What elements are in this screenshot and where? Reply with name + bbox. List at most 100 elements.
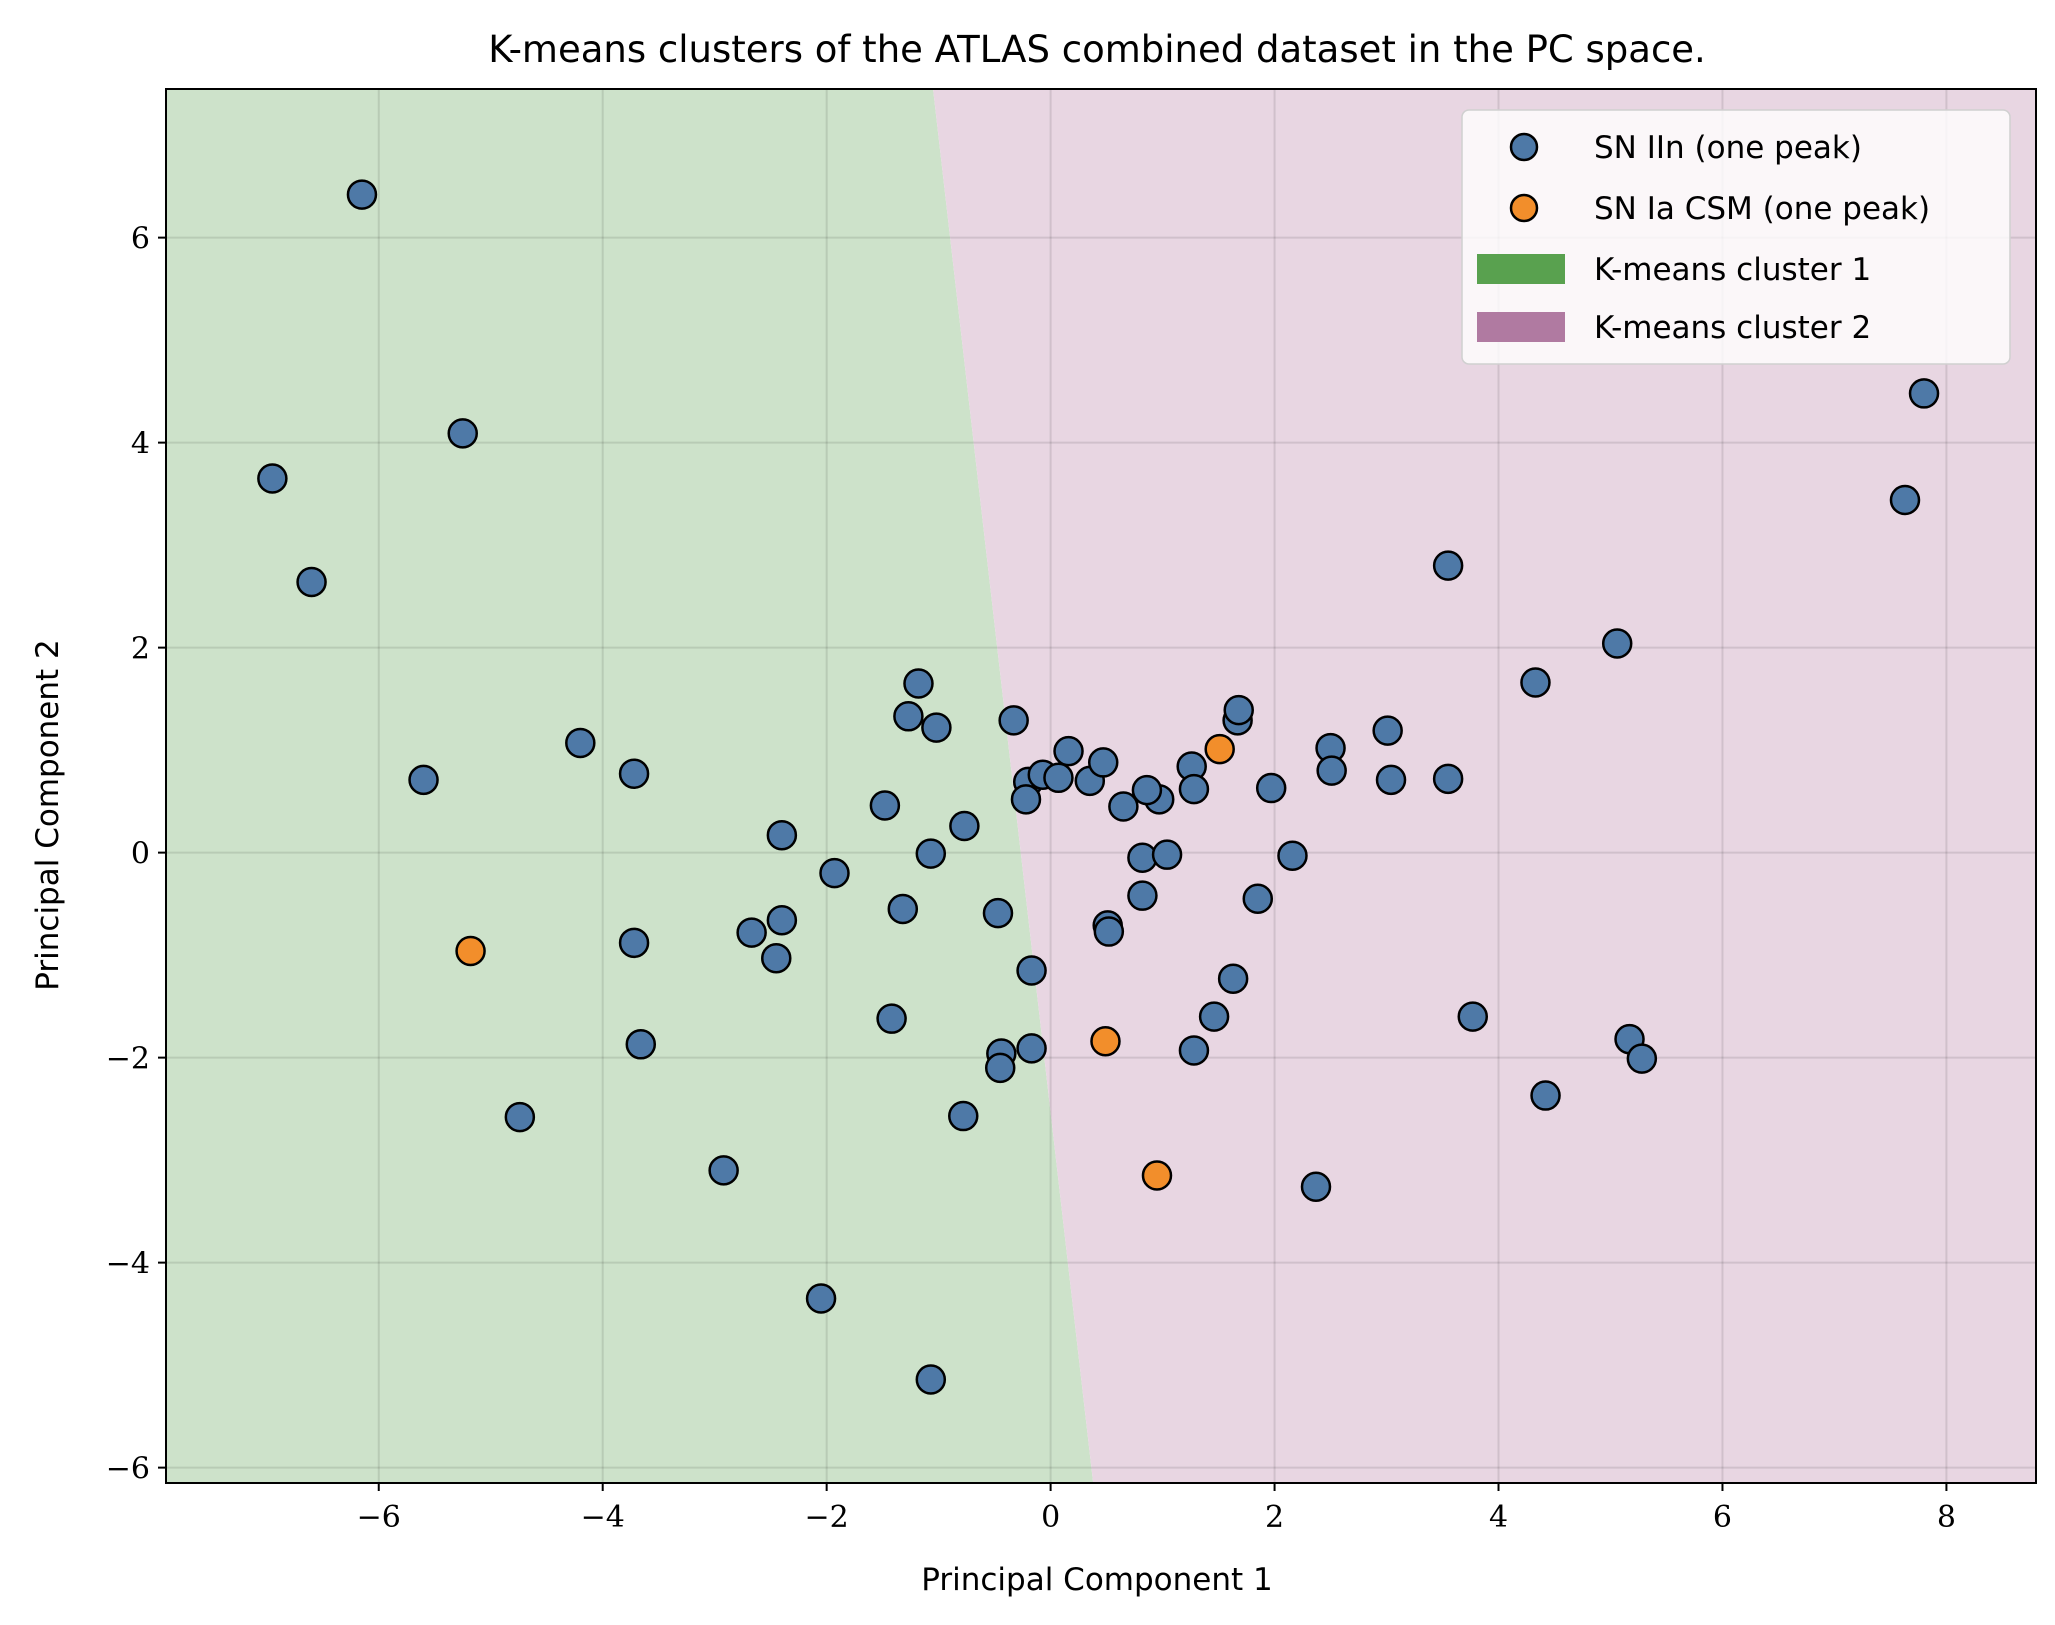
x-tick-label: 0 <box>1041 1500 1060 1535</box>
point-sn-iin <box>1108 791 1139 822</box>
y-tick-label: 2 <box>131 632 150 667</box>
region-cluster-2 <box>933 89 2037 1483</box>
point-sn-iin <box>625 1029 657 1060</box>
y-tick-label: −4 <box>106 1247 150 1282</box>
y-tick-label: 0 <box>131 837 150 872</box>
x-tick-label: 2 <box>1265 1500 1284 1535</box>
point-sn-iin <box>1530 1080 1561 1111</box>
grid <box>166 89 2036 1483</box>
point-sn-iin <box>1093 916 1125 947</box>
point-sn-iin <box>504 1101 536 1133</box>
point-sn-iin <box>346 179 378 210</box>
point-sn-iin <box>736 917 767 948</box>
point-sn-iin <box>805 1283 837 1314</box>
point-sn-iin <box>1626 1043 1658 1074</box>
point-sn-iin <box>257 463 288 494</box>
point-sn-iin <box>1151 839 1183 870</box>
point-sn-iin <box>1277 840 1308 871</box>
legend-label-sn-iin: SN IIn (one peak) <box>1594 130 1862 166</box>
point-sn-iin <box>948 1100 979 1132</box>
point-sn-iin <box>1217 963 1249 994</box>
y-tick-label: 6 <box>131 222 150 257</box>
point-sn-iin <box>708 1155 739 1186</box>
point-sn-iin <box>1010 784 1042 815</box>
point-sn-iin <box>915 1364 947 1395</box>
legend-patch-cluster-1 <box>1477 254 1565 284</box>
point-sn-iin <box>915 838 947 869</box>
x-tick-label: 4 <box>1489 1500 1508 1535</box>
x-tick-label: 8 <box>1937 1500 1956 1535</box>
plot-area <box>165 88 2037 1484</box>
data-points <box>257 179 1940 1395</box>
point-sn-iin <box>819 857 850 889</box>
point-sn-iin <box>1255 772 1287 804</box>
point-sn-iin <box>1316 755 1347 786</box>
legend-marker-sn-iin <box>1509 132 1539 162</box>
point-sn-iin <box>1520 667 1551 698</box>
point-sn-iin <box>1131 774 1163 806</box>
point-sn-iin <box>949 810 980 842</box>
legend-patch-cluster-2 <box>1477 312 1565 342</box>
y-tick-label: −2 <box>106 1042 150 1077</box>
point-sn-ia-csm <box>1141 1160 1173 1191</box>
point-sn-iin <box>1198 1001 1230 1032</box>
y-tick-label: −6 <box>106 1452 150 1487</box>
point-sn-iin <box>1457 1001 1489 1032</box>
point-sn-iin <box>1178 773 1210 805</box>
legend: SN IIn (one peak) SN Ia CSM (one peak) K… <box>1461 109 2011 365</box>
point-sn-iin <box>876 1003 907 1034</box>
x-tick-label: −2 <box>805 1500 849 1535</box>
point-sn-iin <box>761 942 792 974</box>
legend-label-cluster-1: K-means cluster 1 <box>1594 252 1871 288</box>
point-sn-iin <box>1889 484 1921 516</box>
point-sn-iin <box>1043 762 1074 794</box>
point-sn-iin <box>447 418 478 449</box>
point-sn-iin <box>296 566 327 598</box>
x-tick-label: 6 <box>1713 1500 1732 1535</box>
point-sn-ia-csm <box>455 935 486 967</box>
chart-title: K-means clusters of the ATLAS combined d… <box>488 28 1706 71</box>
point-sn-iin <box>1178 1035 1210 1066</box>
y-tick-label: 4 <box>131 427 150 462</box>
y-axis-label: Principal Component 2 <box>30 639 66 991</box>
point-sn-iin <box>1300 1171 1332 1203</box>
point-sn-iin <box>618 758 650 789</box>
point-sn-iin <box>1601 628 1633 659</box>
point-sn-iin <box>1016 955 1047 986</box>
legend-marker-sn-ia-csm <box>1509 193 1539 223</box>
x-tick-label: −4 <box>581 1500 625 1535</box>
x-tick-label: −6 <box>357 1500 401 1535</box>
point-sn-iin <box>998 705 1029 736</box>
y-axis: −6 −4 −2 0 2 4 6 <box>106 222 166 1487</box>
point-sn-iin <box>893 701 924 732</box>
x-axis: −6 −4 −2 0 2 4 6 8 <box>357 1483 1956 1535</box>
legend-box <box>1461 109 2011 365</box>
point-sn-iin <box>766 819 798 851</box>
point-sn-iin <box>1127 880 1158 911</box>
point-sn-iin <box>869 790 901 821</box>
point-sn-iin <box>1087 747 1119 778</box>
point-sn-iin <box>1372 715 1403 746</box>
point-sn-iin <box>984 1052 1016 1084</box>
point-sn-iin <box>1053 735 1084 767</box>
point-sn-iin <box>1375 764 1407 796</box>
legend-label-cluster-2: K-means cluster 2 <box>1594 310 1871 346</box>
point-sn-iin <box>887 893 919 925</box>
point-sn-iin <box>565 727 596 759</box>
point-sn-iin <box>903 668 934 699</box>
point-sn-iin <box>1223 694 1254 726</box>
point-sn-iin <box>618 927 650 959</box>
point-sn-iin <box>921 712 952 743</box>
point-sn-ia-csm <box>1090 1025 1121 1057</box>
point-sn-iin <box>408 764 439 796</box>
point-sn-iin <box>766 905 798 936</box>
point-sn-iin <box>1432 550 1464 581</box>
axes-frame <box>165 88 2037 1484</box>
point-sn-iin <box>1242 883 1274 914</box>
point-sn-iin <box>1432 763 1464 795</box>
point-sn-iin <box>982 897 1014 929</box>
legend-label-sn-ia-csm: SN Ia CSM (one peak) <box>1594 191 1930 227</box>
point-sn-ia-csm <box>1204 733 1235 765</box>
point-sn-iin <box>1016 1033 1047 1064</box>
